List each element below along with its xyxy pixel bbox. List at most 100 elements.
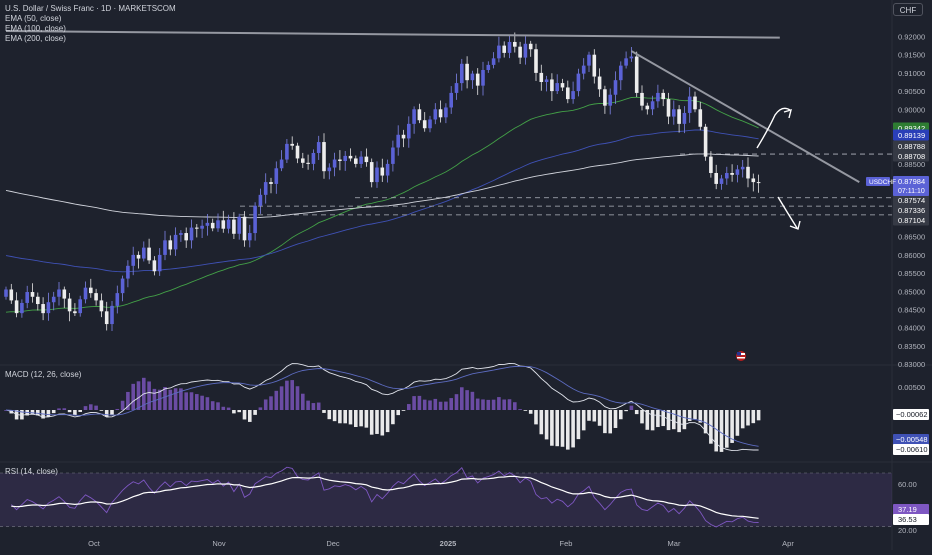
macd-histogram-bar	[544, 410, 549, 440]
macd-histogram-bar	[666, 410, 671, 431]
macd-histogram-bar	[756, 410, 761, 421]
candle	[131, 254, 135, 266]
candle	[544, 79, 549, 82]
price-label-text: 0.87104	[898, 216, 925, 225]
macd-hist-label: −0.00062	[896, 410, 928, 419]
candle	[746, 166, 750, 179]
candle	[126, 265, 130, 279]
candle	[253, 205, 257, 234]
candle	[290, 143, 294, 146]
candle	[539, 72, 544, 82]
macd-histogram-bar	[258, 407, 263, 410]
price-tick-label: 0.86000	[898, 251, 925, 260]
rsi-tick-label: 20.00	[898, 526, 917, 535]
macd-histogram-bar	[481, 399, 485, 410]
arrow-down-icon	[777, 196, 798, 229]
candle	[566, 87, 570, 100]
candle	[205, 222, 210, 226]
macd-histogram-bar	[385, 410, 390, 433]
candle	[603, 89, 607, 106]
macd-histogram-bar	[253, 410, 257, 415]
price-tick-label: 0.84000	[898, 324, 925, 333]
macd-histogram-bar	[316, 402, 321, 410]
macd-histogram-bar	[634, 410, 639, 415]
trendline	[630, 50, 860, 183]
macd-histogram-bar	[46, 410, 51, 417]
macd-histogram-bar	[168, 389, 173, 410]
candle	[189, 227, 194, 241]
candle	[703, 126, 708, 157]
macd-histogram-bar	[348, 410, 353, 425]
candle	[518, 46, 522, 58]
candle	[94, 293, 98, 301]
macd-histogram-bar	[179, 388, 183, 410]
currency-button[interactable]: CHF	[893, 3, 923, 16]
candle	[698, 109, 703, 127]
macd-histogram-bar	[581, 410, 586, 431]
macd-histogram-bar	[354, 410, 358, 428]
rsi-ma-box	[893, 514, 929, 525]
macd-histogram-bar	[242, 410, 247, 420]
macd-histogram-bar	[205, 397, 210, 410]
time-tick-label: Oct	[88, 539, 101, 548]
macd-histogram-bar	[327, 410, 332, 420]
price-tick-label: 0.84500	[898, 306, 925, 315]
candle	[248, 233, 252, 241]
candle	[751, 178, 756, 183]
arrow-up-head-icon	[783, 108, 792, 119]
candle	[433, 109, 438, 120]
price-label-box	[893, 140, 929, 152]
ema-50-line	[5, 96, 759, 313]
macd-histogram-bar	[730, 410, 734, 443]
macd-histogram-bar	[232, 410, 236, 414]
candle	[364, 156, 369, 163]
price-tick-label: 0.85500	[898, 269, 925, 278]
price-label-text: 0.87336	[898, 206, 925, 215]
candle	[661, 92, 665, 100]
macd-histogram-bar	[163, 386, 167, 410]
macd-histogram-bar	[57, 408, 61, 410]
candle	[687, 96, 692, 113]
price-label-text: 0.87574	[898, 196, 925, 205]
candle	[428, 119, 432, 129]
candle	[20, 302, 24, 314]
macd-histogram-bar	[497, 397, 501, 410]
candle	[444, 107, 448, 118]
macd-histogram-bar	[534, 410, 538, 425]
macd-histogram-bar	[285, 380, 289, 410]
macd-histogram-bar	[83, 406, 88, 410]
candle	[369, 162, 374, 183]
candle	[719, 178, 724, 184]
candle	[396, 134, 400, 148]
price-label-box	[893, 129, 929, 141]
candle	[571, 91, 575, 100]
arrow-down-head-icon	[789, 220, 801, 230]
candle	[316, 142, 321, 153]
price-label-box	[893, 204, 929, 216]
price-label-text: 0.89139	[898, 131, 925, 140]
macd-histogram-bar	[295, 386, 300, 410]
macd-histogram-bar	[725, 410, 729, 448]
candle	[460, 63, 464, 84]
candle	[274, 168, 279, 184]
candle	[30, 292, 35, 297]
candle	[14, 300, 19, 314]
candle	[380, 167, 385, 176]
macd-histogram-bar	[438, 401, 443, 410]
chart-title: U.S. Dollar / Swiss Franc · 1D · MARKETS…	[5, 4, 176, 13]
candle	[624, 58, 628, 66]
macd-legend: MACD (12, 26, close)	[5, 370, 82, 379]
ema-50-legend: EMA (50, close)	[5, 14, 62, 23]
time-tick-label: Feb	[560, 539, 573, 548]
candle	[168, 240, 173, 250]
candle	[672, 109, 676, 117]
macd-signal-label: −0.00610	[896, 445, 928, 454]
candle	[491, 58, 496, 65]
macd-histogram-bar	[513, 402, 517, 410]
macd-histogram-bar	[645, 410, 650, 430]
candle	[67, 298, 72, 312]
candle	[163, 240, 167, 255]
candle	[200, 225, 204, 229]
candle	[354, 158, 358, 164]
